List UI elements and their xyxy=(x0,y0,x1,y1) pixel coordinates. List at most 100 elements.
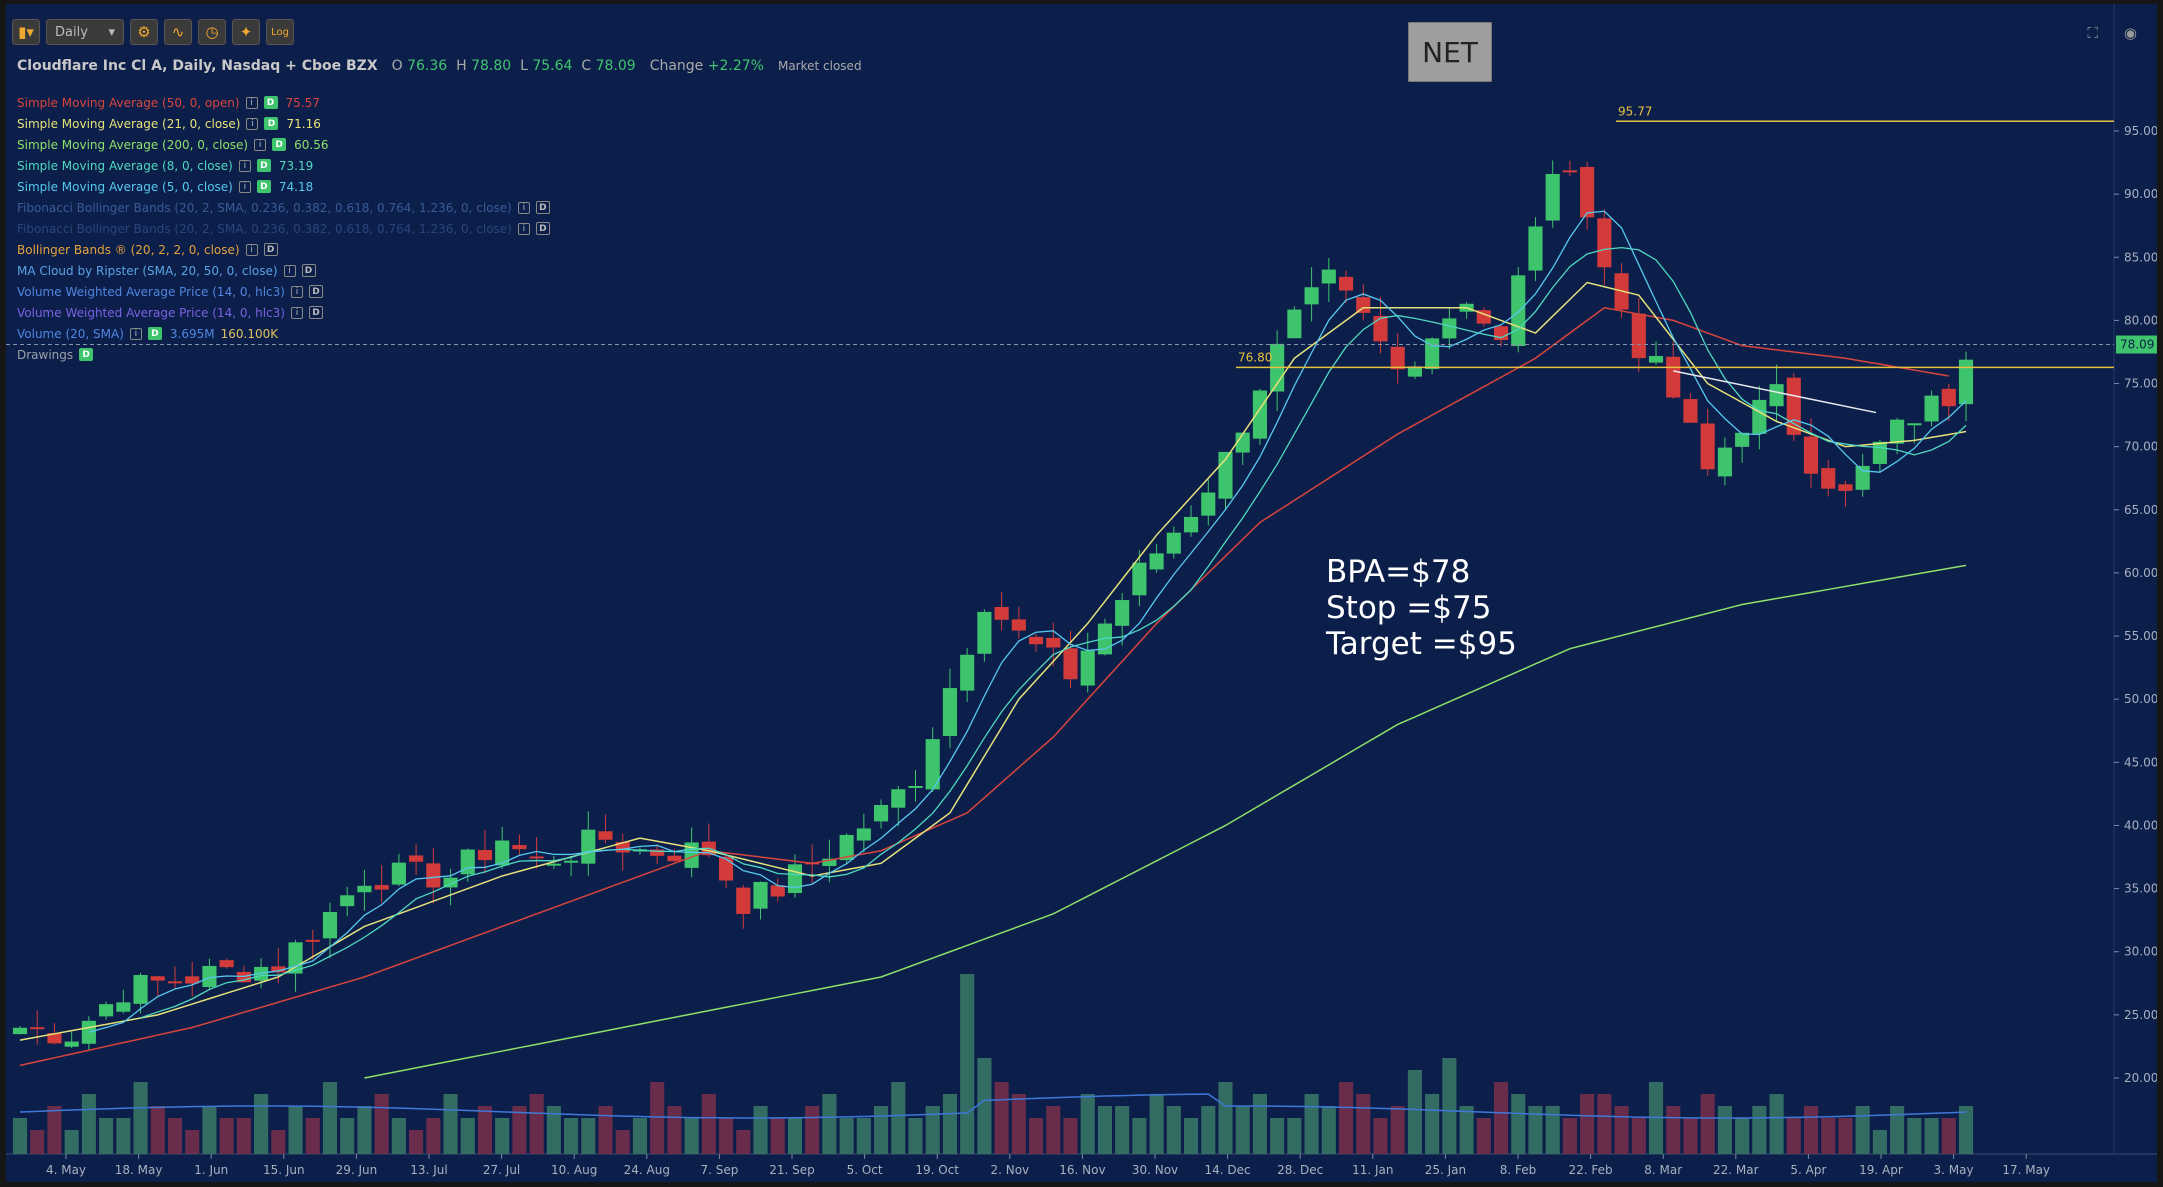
study-row[interactable]: Volume Weighted Average Price (14, 0, hl… xyxy=(17,302,550,323)
candle-body[interactable] xyxy=(1958,359,1974,405)
study-row[interactable]: Simple Moving Average (200, 0, close) i D 6… xyxy=(17,134,550,155)
candle-body[interactable] xyxy=(753,881,768,909)
candle-body[interactable] xyxy=(1821,468,1836,489)
candle-body[interactable] xyxy=(1648,356,1664,363)
candle-body[interactable] xyxy=(839,834,854,861)
candle-body[interactable] xyxy=(391,862,406,885)
candle-body[interactable] xyxy=(1924,395,1939,422)
candle-body[interactable] xyxy=(409,855,424,862)
study-row[interactable]: Bollinger Bands ® (20, 2, 2, 0, close) i D xyxy=(17,239,550,260)
study-info-icon[interactable]: i xyxy=(246,117,259,130)
candle-body[interactable] xyxy=(305,939,320,942)
candle-body[interactable] xyxy=(822,858,837,867)
candle-body[interactable] xyxy=(667,855,682,862)
candle-body[interactable] xyxy=(719,856,734,881)
candle-body[interactable] xyxy=(925,739,940,790)
study-toggle-button[interactable]: D xyxy=(256,180,271,193)
candle-body[interactable] xyxy=(1442,318,1457,339)
candle-body[interactable] xyxy=(64,1041,79,1047)
candle-body[interactable] xyxy=(736,887,751,914)
study-info-icon[interactable]: i xyxy=(238,180,251,193)
study-row[interactable]: Volume Weighted Average Price (14, 0, hl… xyxy=(17,281,550,302)
candle-body[interactable] xyxy=(1803,436,1819,474)
candle-body[interactable] xyxy=(1683,399,1698,423)
candle-body[interactable] xyxy=(1907,423,1922,426)
candle-body[interactable] xyxy=(512,845,527,850)
candle-body[interactable] xyxy=(47,1033,62,1044)
candle-body[interactable] xyxy=(1235,432,1250,453)
study-toggle-button[interactable]: D xyxy=(79,348,94,361)
study-toggle-button[interactable]: D xyxy=(263,243,278,256)
candle-body[interactable] xyxy=(254,966,269,981)
candle-body[interactable] xyxy=(1080,650,1095,686)
study-toggle-button[interactable]: D xyxy=(535,201,550,214)
log-scale-button[interactable]: Log xyxy=(266,19,294,45)
candle-body[interactable] xyxy=(1166,532,1181,554)
candle-body[interactable] xyxy=(1752,399,1767,434)
study-row[interactable]: Simple Moving Average (5, 0, close) i D 74.… xyxy=(17,176,550,197)
candle-body[interactable] xyxy=(219,960,234,968)
candle-body[interactable] xyxy=(615,842,630,853)
candle-body[interactable] xyxy=(564,860,579,863)
candle-body[interactable] xyxy=(1149,553,1164,570)
study-info-icon[interactable]: i xyxy=(238,159,251,172)
candle-body[interactable] xyxy=(1132,562,1147,596)
study-row[interactable]: Simple Moving Average (8, 0, close) i D 73.… xyxy=(17,155,550,176)
candle-body[interactable] xyxy=(202,965,217,988)
candle-body[interactable] xyxy=(1700,423,1715,470)
candle-body[interactable] xyxy=(1562,170,1577,173)
candle-body[interactable] xyxy=(322,912,338,939)
candle-body[interactable] xyxy=(1890,419,1905,444)
candle-body[interactable] xyxy=(908,785,923,788)
study-row[interactable]: Simple Moving Average (21, 0, close) i D 71… xyxy=(17,113,550,134)
candle-body[interactable] xyxy=(1511,275,1526,347)
clock-icon[interactable]: ◷ xyxy=(198,19,226,45)
candle-body[interactable] xyxy=(1528,226,1543,271)
drawing-tool-icon[interactable]: ✦ xyxy=(232,19,260,45)
candle-body[interactable] xyxy=(1011,619,1026,631)
candle-body[interactable] xyxy=(1631,313,1646,359)
candle-body[interactable] xyxy=(374,885,389,890)
candle-body[interactable] xyxy=(1063,648,1078,680)
candle-body[interactable] xyxy=(1872,441,1887,464)
candle-body[interactable] xyxy=(1115,600,1130,626)
candle-body[interactable] xyxy=(1338,276,1354,291)
study-info-icon[interactable]: i xyxy=(254,138,267,151)
study-info-icon[interactable]: i xyxy=(245,96,258,109)
candle-body[interactable] xyxy=(1735,432,1750,447)
candle-body[interactable] xyxy=(529,856,544,859)
gear-icon[interactable]: ⚙ xyxy=(130,19,158,45)
candle-body[interactable] xyxy=(1390,346,1405,370)
candle-body[interactable] xyxy=(1304,287,1319,305)
candle-body[interactable] xyxy=(1717,447,1732,477)
candle-body[interactable] xyxy=(12,1027,28,1035)
candle-body[interactable] xyxy=(1407,366,1422,377)
candle-body[interactable] xyxy=(357,885,372,893)
study-info-icon[interactable]: i xyxy=(290,306,303,319)
candle-body[interactable] xyxy=(1028,636,1044,645)
study-toggle-button[interactable]: D xyxy=(308,306,323,319)
study-toggle-button[interactable]: D xyxy=(535,222,550,235)
candle-body[interactable] xyxy=(1321,269,1336,284)
study-info-icon[interactable]: i xyxy=(517,222,530,235)
candle-body[interactable] xyxy=(1287,309,1302,339)
studies-icon[interactable]: ∿ xyxy=(164,19,192,45)
candle-body[interactable] xyxy=(1373,315,1388,342)
candle-body[interactable] xyxy=(236,971,251,983)
study-toggle-button[interactable]: D xyxy=(264,117,279,130)
study-row[interactable]: Simple Moving Average (50, 0, open) i D 75.… xyxy=(17,92,550,113)
candle-body[interactable] xyxy=(581,829,596,864)
study-row[interactable]: Volume (20, SMA) i D 3.695M 160.100K xyxy=(17,323,550,344)
candle-body[interactable] xyxy=(598,831,613,840)
candle-body[interactable] xyxy=(1855,465,1870,490)
candle-body[interactable] xyxy=(650,849,665,856)
candle-body[interactable] xyxy=(99,1004,114,1017)
candle-body[interactable] xyxy=(942,688,958,736)
study-info-icon[interactable]: i xyxy=(129,327,142,340)
candlestick-icon[interactable]: ▮▾ xyxy=(12,19,40,45)
candle-body[interactable] xyxy=(1545,173,1560,221)
candle-body[interactable] xyxy=(443,877,458,888)
trade-plan-annotation[interactable]: BPA=$78 Stop =$75 Target =$95 xyxy=(1326,554,1517,662)
candle-body[interactable] xyxy=(81,1020,96,1044)
candle-body[interactable] xyxy=(167,981,183,984)
